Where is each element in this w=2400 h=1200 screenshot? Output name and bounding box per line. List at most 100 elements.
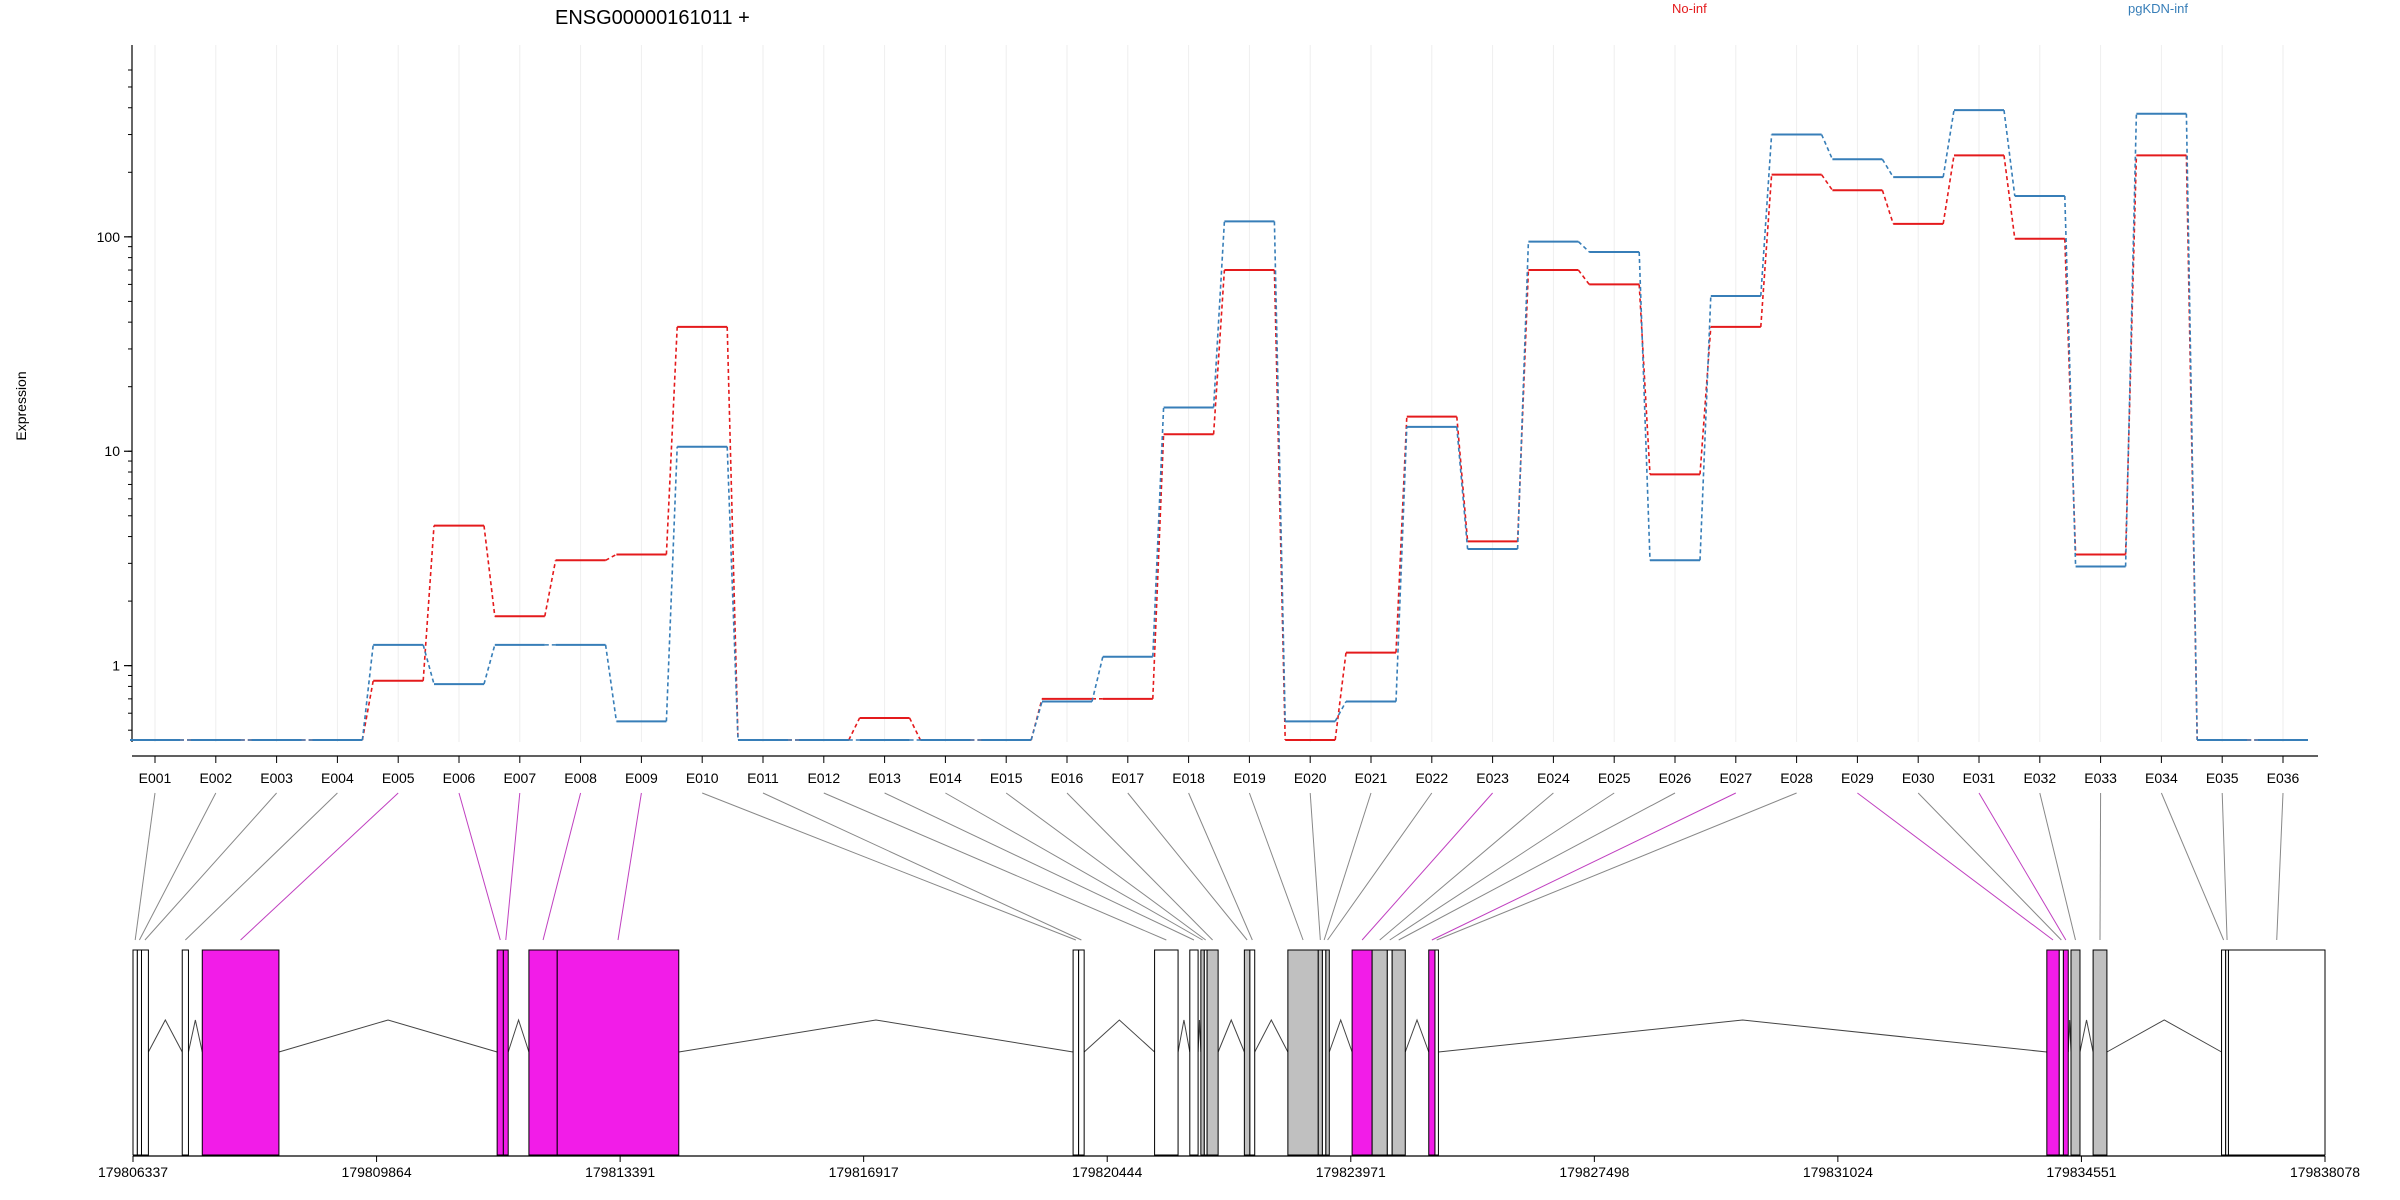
series-connector	[2064, 238, 2077, 555]
exon-e024	[1371, 949, 1388, 1156]
exon-e031	[2062, 949, 2069, 1156]
connector-e004	[184, 792, 338, 941]
series-connector	[422, 525, 435, 681]
exon-e012	[1154, 949, 1179, 1156]
genomic-coordinate-axis: 179806337 179809864 179813391 179816917 1798…	[98, 1155, 2360, 1180]
coord-tick-label: 179831024	[1803, 1164, 1873, 1180]
x-tick-label-e031: E031	[1963, 770, 1996, 786]
intron-line	[2079, 1019, 2094, 1053]
series-connector	[1820, 134, 1834, 160]
connector-e022	[1327, 792, 1433, 941]
legend-label-no-inf: No-inf	[1672, 1, 1707, 16]
series-connector	[2064, 196, 2077, 567]
exon-e005	[201, 949, 280, 1156]
exon-e014	[1200, 949, 1205, 1156]
series-connector	[1881, 158, 1894, 178]
connector-e027	[1431, 792, 1737, 941]
exon-e034	[2221, 949, 2227, 1156]
connector-e013	[884, 792, 1195, 941]
x-tick-label-e035: E035	[2206, 770, 2239, 786]
y-tick-label: 1	[112, 658, 120, 674]
gene-model	[132, 949, 2326, 1156]
coord-tick-label: 179816917	[829, 1164, 899, 1180]
x-tick-label-e034: E034	[2145, 770, 2178, 786]
series-connector	[604, 644, 618, 722]
connector-e028	[1436, 792, 1797, 941]
connector-e014	[945, 792, 1203, 941]
series-connector	[1152, 434, 1165, 699]
series-connector	[1699, 326, 1712, 475]
connector-e034	[2160, 792, 2225, 941]
intron-line	[1404, 1018, 1430, 1053]
connector-e036	[2276, 792, 2284, 941]
series-connector	[2003, 155, 2016, 239]
exon-e019	[1287, 949, 1319, 1156]
connector-e020	[1309, 792, 1321, 941]
gene-title: ENSG00000161011 +	[555, 7, 750, 29]
connector-e009	[617, 792, 642, 941]
series-connector	[1152, 407, 1165, 657]
series-connector	[1395, 416, 1408, 653]
exon-e032	[2070, 949, 2081, 1156]
connector-e019	[1248, 792, 1304, 941]
connector-e005	[240, 792, 399, 941]
connector-e018	[1188, 792, 1253, 941]
connector-e035	[2221, 792, 2228, 941]
series-connector	[1334, 652, 1347, 741]
exon-e023	[1351, 949, 1373, 1156]
exon-e010	[1072, 949, 1080, 1156]
x-tick-label-e009: E009	[625, 770, 658, 786]
x-tick-label-e023: E023	[1476, 770, 1509, 786]
x-tick-label-e001: E001	[139, 770, 172, 786]
series-connector	[483, 525, 496, 617]
connector-e007	[505, 792, 521, 941]
connector-e025	[1389, 792, 1615, 941]
exon-e022	[1325, 949, 1330, 1156]
connector-e024	[1379, 792, 1554, 941]
exon-e004	[181, 949, 189, 1156]
exon-e011	[1078, 949, 1085, 1156]
coord-tick-label: 179813391	[585, 1164, 655, 1180]
exon-e009	[556, 949, 680, 1156]
series-connector	[605, 553, 617, 562]
x-tick-label-e033: E033	[2084, 770, 2117, 786]
series-connector	[1212, 221, 1226, 408]
y-axis-label: Expression	[13, 371, 29, 440]
series-connector	[1820, 174, 1834, 191]
coord-tick-label: 179827498	[1559, 1164, 1629, 1180]
intron-line	[1083, 1019, 1155, 1053]
exon-e002	[136, 949, 142, 1156]
x-tick-label-e010: E010	[686, 770, 719, 786]
series-connector	[1334, 701, 1347, 722]
series-connector	[665, 446, 678, 722]
series-connector	[1273, 270, 1286, 741]
series-connector	[1638, 284, 1651, 475]
exon-connector-lines	[134, 792, 2284, 941]
series-no-inf	[130, 154, 2308, 741]
series-connector	[1212, 269, 1226, 435]
y-axis: 1 10 100	[97, 45, 133, 742]
x-tick-label-e020: E020	[1294, 770, 1327, 786]
series-connector	[908, 717, 922, 741]
intron-line	[147, 1018, 183, 1053]
x-tick-label-e025: E025	[1598, 770, 1631, 786]
series-connector	[1273, 221, 1286, 722]
coord-tick-label: 179809864	[342, 1164, 412, 1180]
series-connector	[483, 644, 496, 685]
intron-line	[2106, 1019, 2222, 1053]
x-tick-label-e011: E011	[747, 770, 779, 786]
x-tick-label-e003: E003	[260, 770, 293, 786]
x-tick-label-e016: E016	[1051, 770, 1084, 786]
connector-e030	[1917, 792, 2062, 941]
x-tick-label-e024: E024	[1537, 770, 1570, 786]
intron-line	[1254, 1018, 1289, 1053]
series-connector	[726, 446, 739, 741]
series-connector	[1760, 134, 1773, 297]
connector-e031	[1978, 792, 2067, 941]
x-tick-label-e004: E004	[321, 770, 354, 786]
exon-e025	[1386, 949, 1393, 1156]
intron-line	[1328, 1018, 1353, 1053]
x-tick-label-e022: E022	[1415, 770, 1448, 786]
exon-e007	[502, 949, 509, 1156]
